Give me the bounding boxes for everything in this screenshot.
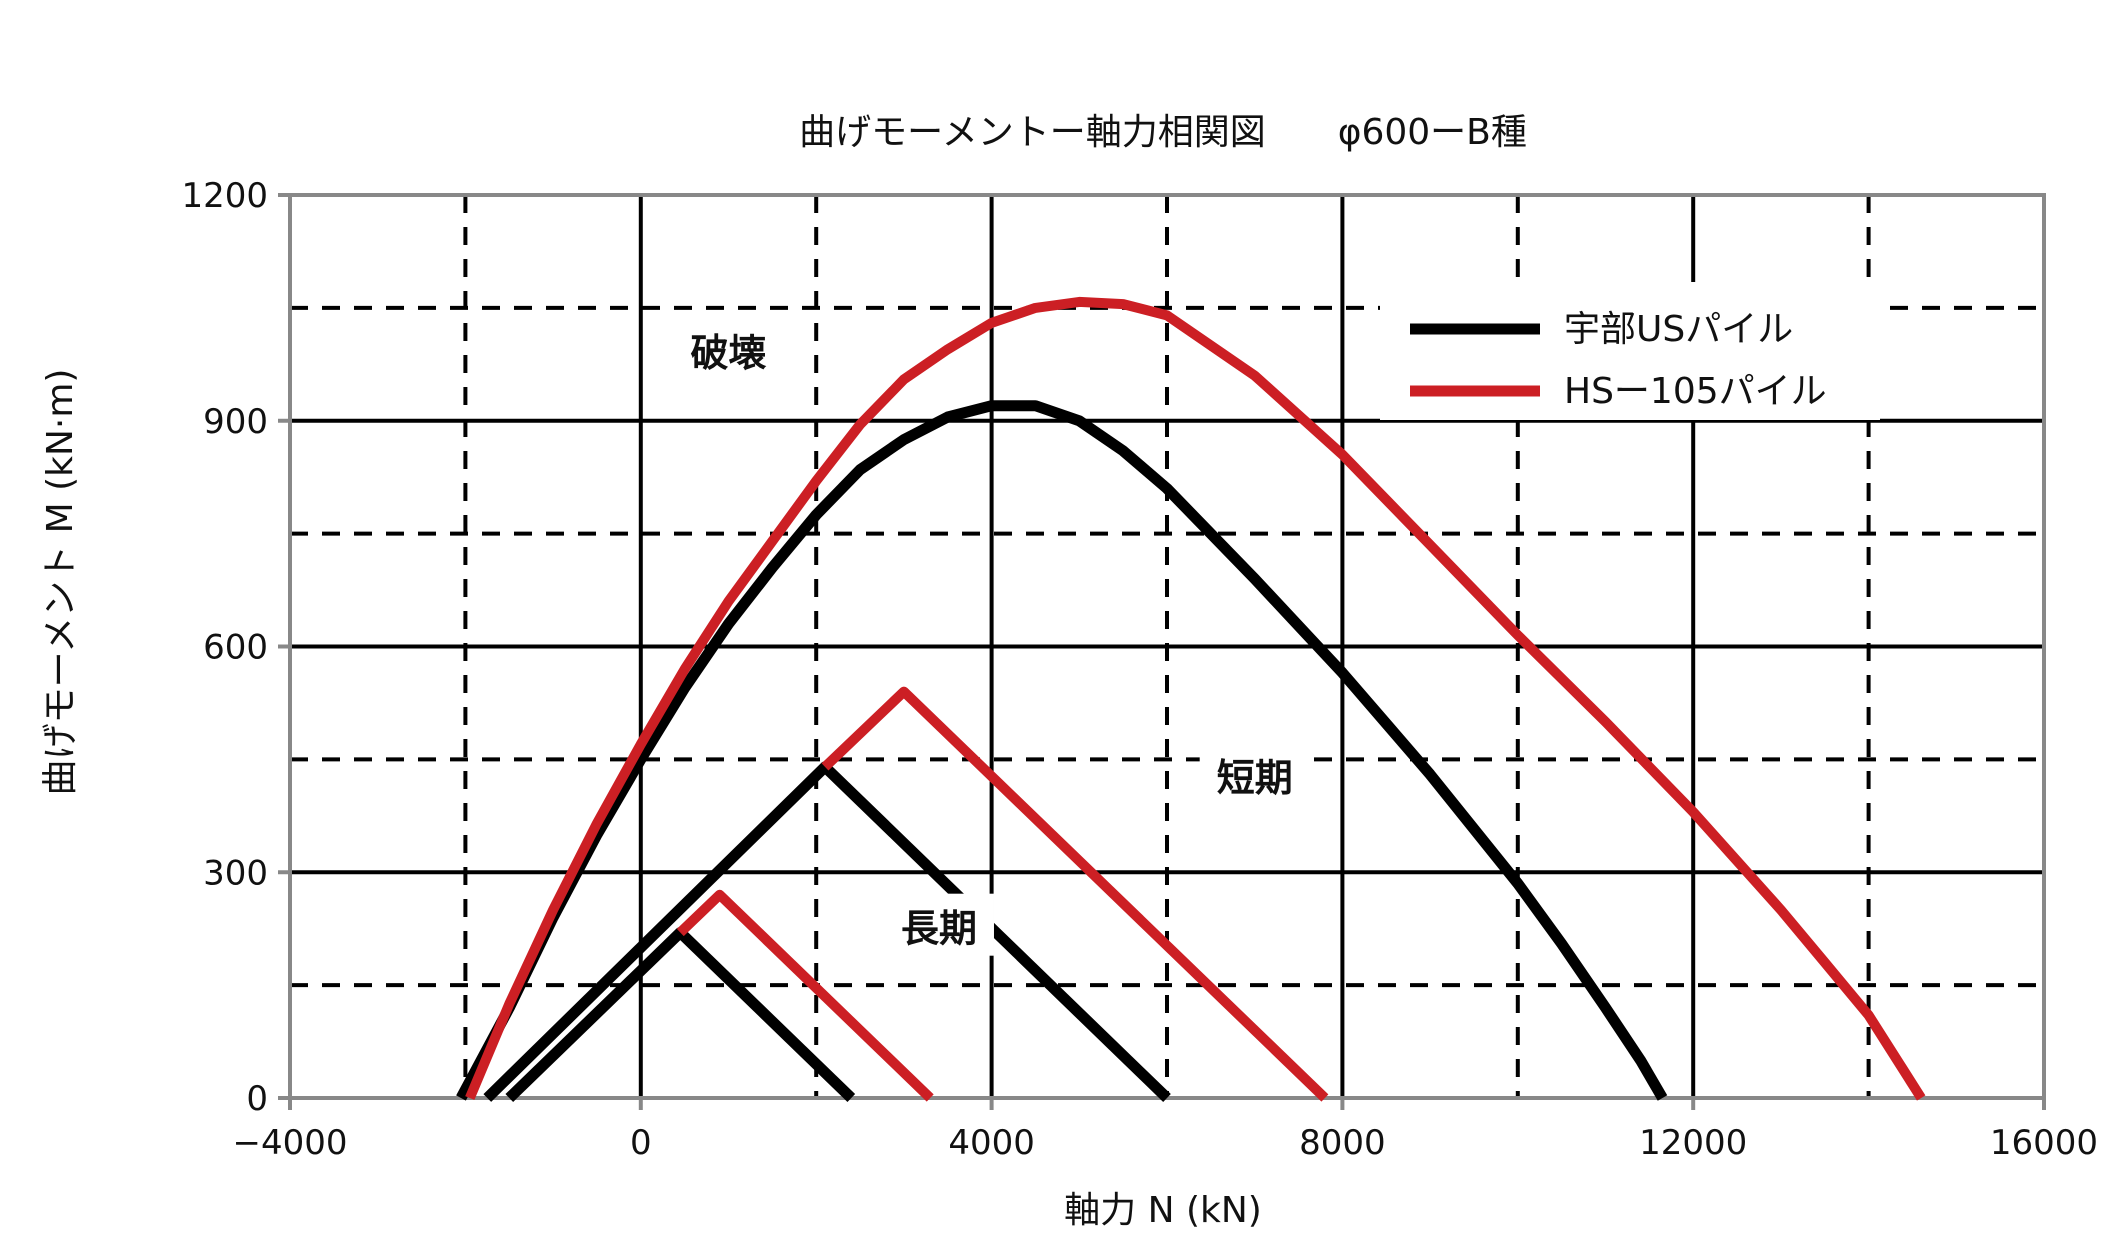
- y-axis-title: 曲げモーメント M (kN·m): [40, 369, 81, 796]
- region-label: 短期: [1217, 756, 1293, 800]
- x-tick-label: 12000: [1639, 1123, 1747, 1163]
- grid-lines: [290, 195, 2044, 1098]
- region-label: 長期: [901, 907, 977, 951]
- y-tick-label: 600: [203, 628, 268, 668]
- series-line-hs105-短期: [821, 686, 1329, 1102]
- legend-label-ube: 宇部USパイル: [1564, 309, 1793, 350]
- x-tick-label: 4000: [948, 1123, 1035, 1163]
- legend-background: [1380, 282, 1880, 420]
- legend: 宇部USパイル HSー105パイル: [1380, 282, 1880, 420]
- series-line-hs105-長期: [676, 889, 934, 1102]
- y-tick-label: 0: [246, 1079, 268, 1119]
- region-label-background: [673, 318, 784, 381]
- series-lines: [456, 296, 1926, 1102]
- legend-label-hs105: HSー105パイル: [1564, 371, 1827, 412]
- region-label-background: [1199, 743, 1310, 806]
- chart-title: 曲げモーメントー軸力相関図 φ600ーB種: [799, 112, 1527, 153]
- x-axis-title: 軸力 N (kN): [1064, 1190, 1262, 1231]
- x-tick-label: 8000: [1299, 1123, 1386, 1163]
- series-line-ube-破壊: [456, 400, 1668, 1101]
- y-tick-label: 300: [203, 853, 268, 893]
- x-tick-label: 0: [630, 1123, 652, 1163]
- region-label: 破壊: [690, 331, 766, 375]
- x-tick-label: −4000: [232, 1123, 347, 1163]
- y-tick-label: 900: [203, 402, 268, 442]
- region-label-background: [883, 893, 994, 956]
- series-line-hs105-破壊: [465, 296, 1926, 1101]
- x-tick-label: 16000: [1990, 1123, 2098, 1163]
- y-tick-label: 1200: [181, 176, 268, 216]
